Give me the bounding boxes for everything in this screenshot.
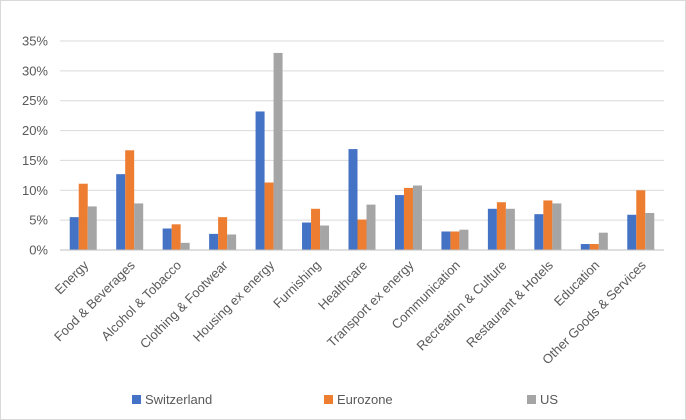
- bar-eurozone: [357, 219, 367, 250]
- y-tick-label: 20%: [22, 123, 48, 138]
- bar-eurozone: [264, 182, 274, 250]
- bar-switzerland: [162, 228, 172, 250]
- y-tick-label: 35%: [22, 34, 48, 49]
- y-tick-label: 5%: [29, 213, 48, 228]
- bar-us: [87, 206, 97, 250]
- bar-us: [320, 225, 330, 250]
- gridlines: [60, 40, 664, 221]
- bar-us: [180, 242, 190, 250]
- category-label: Recreation & Culture: [414, 258, 510, 354]
- bar-switzerland: [534, 214, 544, 250]
- y-axis-ticks: 0% 5% 10% 15% 20% 25% 30% 35%: [22, 34, 48, 258]
- bar-us: [227, 234, 237, 250]
- category-label: Clothing & Footwear: [137, 257, 231, 351]
- bar-us: [273, 52, 283, 250]
- bar-switzerland: [302, 222, 312, 250]
- y-tick-label: 15%: [22, 153, 48, 168]
- bar-eurozone: [450, 231, 460, 250]
- bars: [69, 52, 655, 250]
- bar-us: [505, 208, 515, 250]
- y-tick-label: 25%: [22, 93, 48, 108]
- bar-us: [459, 229, 469, 250]
- bar-switzerland: [209, 233, 219, 250]
- bar-switzerland: [627, 214, 637, 250]
- bar-switzerland: [394, 195, 404, 250]
- category-label: Housing ex energy: [190, 257, 278, 345]
- bar-switzerland: [580, 244, 590, 250]
- bar-switzerland: [69, 217, 79, 250]
- bar-switzerland: [255, 111, 265, 250]
- bar-eurozone: [311, 208, 321, 250]
- category-label: Alcohol & Tobacco: [98, 258, 184, 344]
- bar-eurozone: [171, 224, 181, 250]
- bar-eurozone: [403, 187, 413, 250]
- y-tick-label: 10%: [22, 183, 48, 198]
- category-label: Transport ex energy: [324, 257, 417, 350]
- category-label: Food & Beverages: [51, 257, 138, 344]
- bar-eurozone: [496, 202, 506, 250]
- bar-switzerland: [116, 174, 126, 250]
- category-label: Energy: [52, 257, 92, 297]
- legend: Switzerland Eurozone US: [132, 392, 558, 407]
- legend-swatch-eurozone: [324, 395, 333, 404]
- bar-us: [412, 185, 422, 250]
- bar-eurozone: [218, 217, 228, 250]
- legend-label-us: US: [540, 392, 558, 407]
- bar-eurozone: [125, 150, 135, 250]
- legend-label-eurozone: Eurozone: [337, 392, 393, 407]
- bar-switzerland: [441, 231, 451, 250]
- bar-switzerland: [487, 208, 497, 250]
- legend-swatch-switzerland: [132, 395, 141, 404]
- bar-eurozone: [589, 244, 599, 250]
- bar-us: [598, 232, 608, 250]
- y-tick-label: 0%: [29, 243, 48, 258]
- bar-eurozone: [636, 190, 646, 250]
- legend-label-switzerland: Switzerland: [145, 392, 212, 407]
- y-tick-label: 30%: [22, 63, 48, 78]
- bar-us: [366, 204, 376, 250]
- bar-switzerland: [348, 149, 358, 250]
- bar-us: [552, 203, 562, 250]
- bar-us: [645, 212, 655, 250]
- bar-us: [134, 203, 144, 250]
- legend-swatch-us: [527, 395, 536, 404]
- bar-eurozone: [543, 200, 553, 250]
- category-label: Restaurant & Hotels: [463, 257, 556, 350]
- bar-eurozone: [78, 183, 88, 250]
